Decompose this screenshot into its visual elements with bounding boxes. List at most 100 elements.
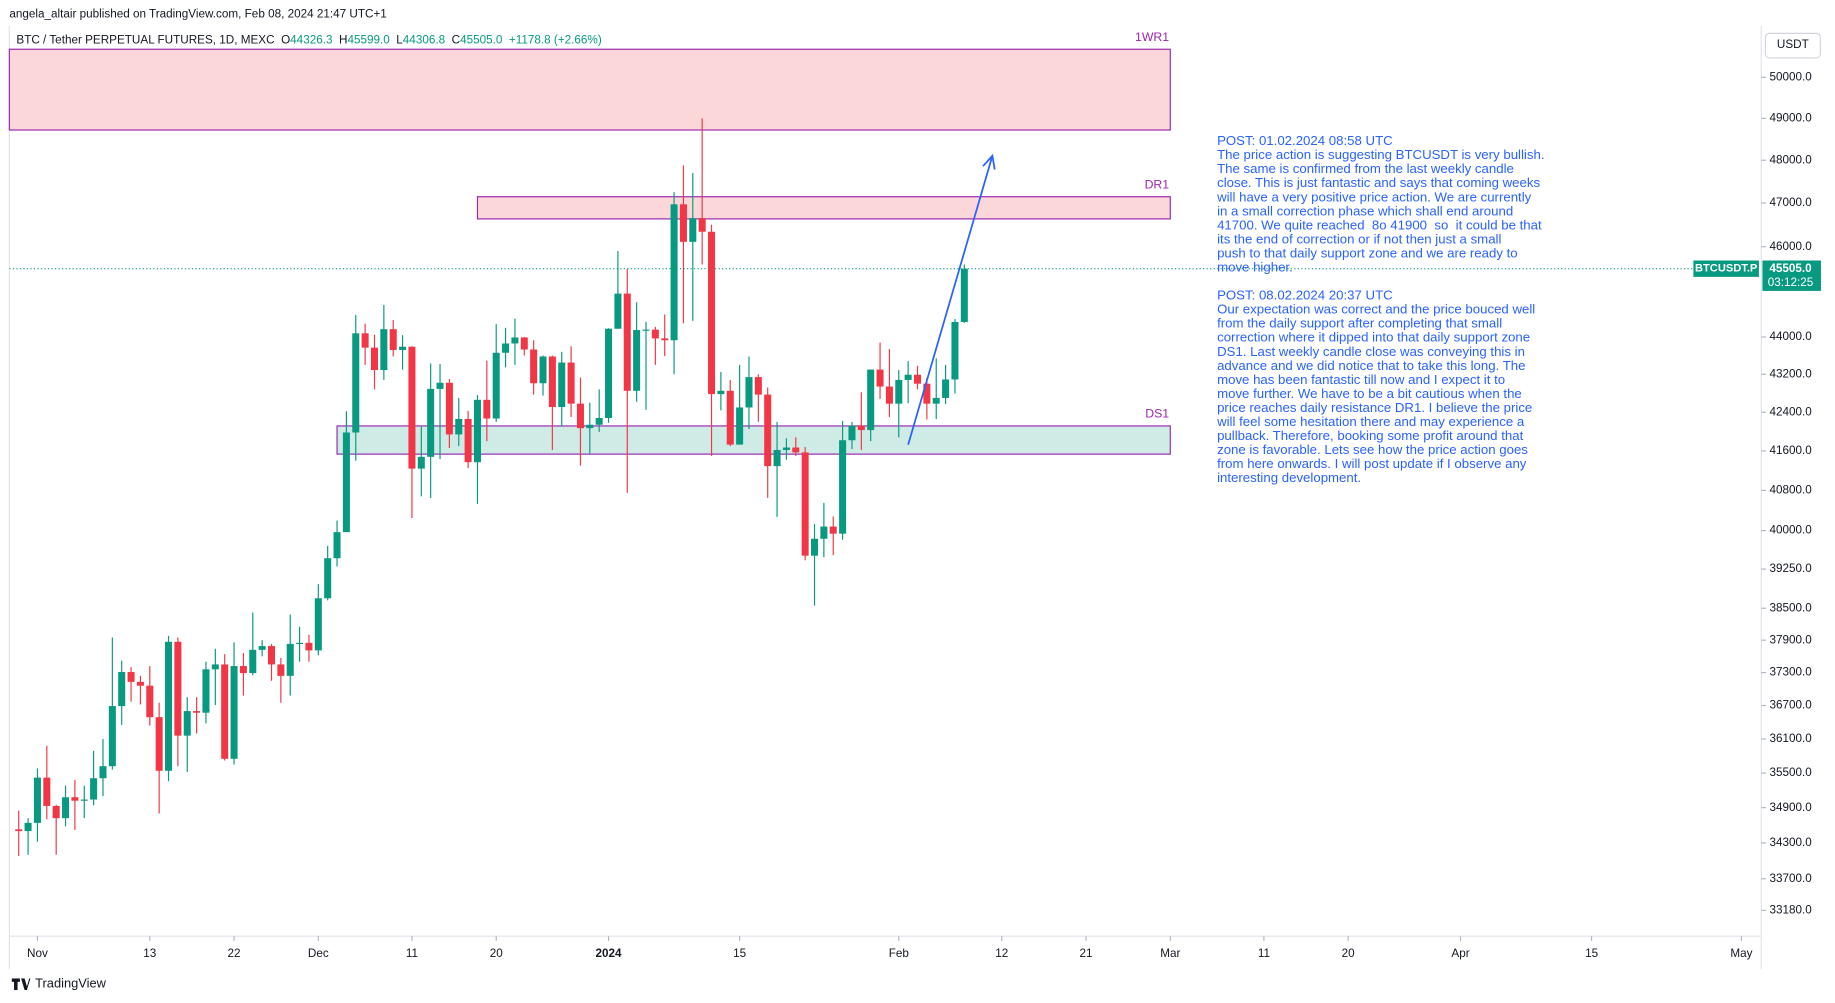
note-line: price reaches daily resistance DR1. I be… <box>1217 400 1532 415</box>
note-line: will have a very positive price action. … <box>1216 189 1532 204</box>
candle-body <box>286 643 294 676</box>
candle-body <box>427 388 435 457</box>
candle-body <box>614 293 622 329</box>
note-line: from the daily support after completing … <box>1217 316 1502 331</box>
candle-body <box>661 338 669 341</box>
attribution: angela_altair published on TradingView.c… <box>9 8 387 22</box>
price-label-bg <box>1762 260 1821 291</box>
y-tick-label: 44000.0 <box>1769 330 1812 343</box>
x-tick-label: 20 <box>490 947 504 960</box>
x-tick-label: 13 <box>143 947 156 960</box>
candle-body <box>913 374 922 384</box>
candle-body <box>314 598 322 651</box>
y-tick-label: 36700.0 <box>1769 699 1812 712</box>
candle-body <box>605 328 613 419</box>
candle-body <box>202 669 210 713</box>
note-line: POST: 01.02.2024 08:58 UTC <box>1217 133 1393 148</box>
y-tick-label: 33700.0 <box>1769 872 1812 885</box>
candle-body <box>867 369 875 431</box>
trend-arrow <box>907 155 994 445</box>
note-line: move higher. <box>1217 259 1293 274</box>
candle-body <box>389 329 397 350</box>
candle-body <box>651 329 659 339</box>
symbol: BTC / Tether PERPETUAL FUTURES, 1D, MEXC <box>16 33 275 47</box>
candle-body <box>885 386 893 404</box>
change: +1178.8 (+2.66%) <box>508 33 602 47</box>
candle-body <box>726 390 734 445</box>
note-line: will feel some hesitation there and may … <box>1216 414 1525 429</box>
zone-label: 1WR1 <box>1135 30 1169 44</box>
candle-body <box>717 390 725 395</box>
symbol-legend: BTC / Tether PERPETUAL FUTURES, 1D, MEXC… <box>16 34 601 47</box>
ohlc-key: C <box>451 33 461 47</box>
y-tick-label: 40800.0 <box>1769 483 1812 496</box>
candle-body <box>24 822 32 832</box>
candle-body <box>923 383 931 404</box>
y-tick-label: 40000.0 <box>1769 524 1812 537</box>
y-tick-label: 35500.0 <box>1769 766 1812 779</box>
x-tick-label: May <box>1730 947 1752 960</box>
currency-button[interactable]: USDT <box>1764 32 1821 59</box>
arrow-head <box>982 153 996 170</box>
note-line: its the end of correction or if not then… <box>1217 231 1501 246</box>
note-line: DS1. Last weekly candle close was convey… <box>1217 344 1525 359</box>
candle-body <box>689 218 697 242</box>
y-tick-label: 36100.0 <box>1769 732 1812 745</box>
candle-body <box>839 440 847 534</box>
note-line: move further. We have to be a bit cautio… <box>1217 386 1522 401</box>
candle-body <box>558 362 566 407</box>
candle-body <box>155 717 163 771</box>
zone <box>476 196 1171 220</box>
x-tick-label: 11 <box>406 947 418 960</box>
candle-body <box>567 362 575 404</box>
candle-body <box>436 382 444 389</box>
candle-body <box>932 397 940 404</box>
candle-body <box>408 346 416 469</box>
candle-body <box>679 204 687 242</box>
candle-body <box>455 418 463 435</box>
ohlc-value: 44326.3 <box>290 33 333 47</box>
x-tick-label: Feb <box>889 947 910 960</box>
y-tick-label: 43200.0 <box>1769 367 1812 380</box>
candle-body <box>221 664 229 759</box>
y-tick-label: 48000.0 <box>1769 153 1812 166</box>
zone-label: DR1 <box>1145 177 1170 191</box>
candle-body <box>305 642 313 651</box>
candle-body <box>174 641 182 736</box>
price-label: 45505.0 <box>1769 262 1812 275</box>
y-tick-label: 38500.0 <box>1769 601 1812 614</box>
candle-body <box>136 681 144 686</box>
footer-logo: TradingView <box>11 977 106 991</box>
x-tick-label: 12 <box>995 947 1008 960</box>
ohlc-value: 45599.0 <box>347 33 390 47</box>
zone <box>8 48 1171 131</box>
x-tick-label: 15 <box>1585 947 1598 960</box>
x-tick-label: 15 <box>733 947 747 960</box>
candle-body <box>595 418 603 425</box>
ohlc-key: O <box>281 33 291 47</box>
y-tick-label: 33180.0 <box>1769 903 1812 916</box>
candle-body <box>530 349 538 384</box>
candle-body <box>942 379 950 398</box>
candle-body <box>127 672 135 682</box>
candle-body <box>417 456 425 469</box>
candle-body <box>352 333 360 433</box>
x-tick-label: 2024 <box>596 947 623 960</box>
candle-body <box>15 829 23 832</box>
candle-body <box>71 797 79 801</box>
candle-body <box>736 407 744 445</box>
note-line: POST: 08.02.2024 20:37 UTC <box>1217 288 1393 303</box>
candle-body <box>670 204 678 341</box>
candle-body <box>277 664 285 676</box>
candle-body <box>492 352 500 419</box>
note-line: move has been fantastic till now and I e… <box>1217 372 1505 387</box>
y-tick-label: 34300.0 <box>1769 836 1812 849</box>
candle-body <box>764 394 772 467</box>
candle-body <box>118 672 126 707</box>
y-tick-label: 50000.0 <box>1769 70 1812 83</box>
candle-body <box>904 374 912 380</box>
candle-body <box>548 356 556 407</box>
candle-body <box>296 642 304 645</box>
